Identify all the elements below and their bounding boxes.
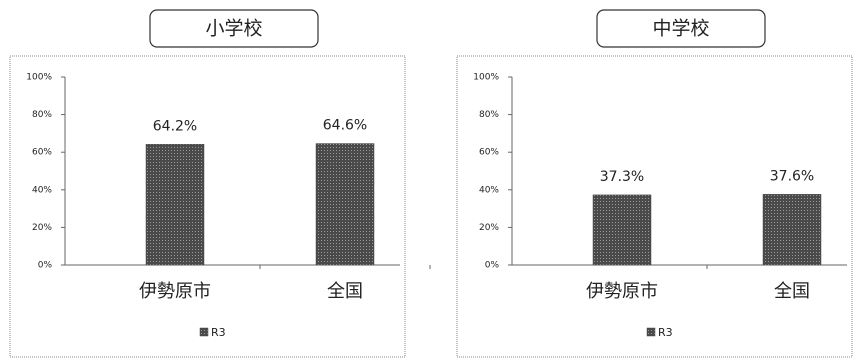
bar [762, 194, 822, 266]
legend-label: R3 [211, 326, 226, 339]
title-box [149, 9, 319, 48]
y-tick-label: 40% [479, 185, 499, 195]
y-tick-label: 0% [485, 261, 500, 271]
value-label: 37.6% [770, 168, 814, 184]
y-tick-label: 20% [32, 223, 52, 233]
bar [315, 143, 375, 266]
legend-swatch [646, 327, 656, 337]
chart-title: 中学校 [652, 18, 709, 40]
legend-swatch [199, 327, 209, 337]
y-tick-label: 80% [479, 110, 499, 120]
y-tick-label: 80% [32, 110, 52, 120]
y-tick-label: 100% [473, 73, 499, 83]
legend-label: R3 [658, 326, 673, 339]
y-tick-label: 100% [26, 73, 52, 83]
y-tick-label: 60% [479, 148, 499, 158]
title-box [596, 9, 766, 48]
bar [592, 194, 652, 266]
bar [145, 144, 205, 266]
value-label: 64.6% [323, 118, 367, 134]
y-tick-label: 60% [32, 148, 52, 158]
x-tick-label: 伊勢原市 [586, 281, 658, 302]
x-tick-label: 全国 [327, 281, 363, 302]
value-label: 37.3% [600, 169, 644, 185]
y-tick-label: 20% [479, 223, 499, 233]
value-label: 64.2% [153, 118, 197, 134]
x-tick-label: 伊勢原市 [139, 281, 211, 302]
y-tick-label: 0% [38, 261, 53, 271]
y-tick-label: 40% [32, 185, 52, 195]
chart-title: 小学校 [205, 18, 262, 40]
x-tick-label: 全国 [774, 281, 810, 302]
